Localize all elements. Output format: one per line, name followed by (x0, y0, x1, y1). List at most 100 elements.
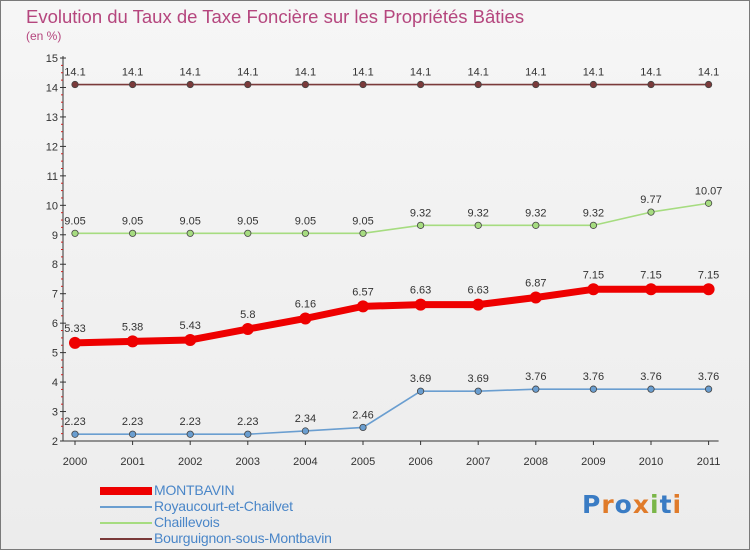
chart-title: Evolution du Taux de Taxe Foncière sur l… (26, 6, 525, 27)
y-tick-label: 4 (52, 377, 58, 389)
y-tick-label: 15 (46, 53, 58, 65)
y-tick-label: 6 (52, 318, 58, 330)
data-point (589, 385, 598, 393)
x-tick-label: 2002 (178, 456, 202, 468)
data-label: 5.33 (64, 323, 85, 335)
data-label: 9.05 (352, 215, 373, 227)
legend-swatch (100, 487, 152, 495)
data-label: 2.34 (295, 413, 316, 425)
legend-label: Chaillevois (154, 514, 220, 530)
data-label: 9.05 (237, 215, 258, 227)
data-label: 5.38 (122, 321, 143, 333)
data-point (589, 221, 598, 229)
logo-letter: o (614, 490, 633, 519)
data-label: 14.1 (525, 67, 546, 79)
data-label: 2.23 (237, 416, 258, 428)
data-label: 6.57 (352, 286, 373, 298)
x-tick-label: 2009 (581, 456, 605, 468)
logo-letter: i (650, 490, 660, 519)
data-point (244, 430, 252, 438)
data-label: 14.1 (583, 67, 604, 79)
data-point (589, 80, 598, 89)
x-tick-label: 2000 (63, 456, 87, 468)
y-tick-label: 9 (52, 230, 58, 242)
data-label: 3.69 (467, 373, 488, 385)
data-point (301, 427, 309, 435)
data-point (241, 323, 254, 336)
y-tick-label: 12 (46, 141, 58, 153)
y-tick-label: 2 (52, 436, 58, 448)
data-label: 5.43 (179, 320, 200, 332)
data-point (357, 300, 369, 313)
data-label: 6.63 (410, 285, 431, 297)
data-point (647, 385, 655, 393)
data-point (472, 298, 485, 311)
data-point (186, 80, 194, 89)
y-tick-label: 14 (46, 82, 58, 94)
data-point (129, 80, 137, 89)
data-label: 9.32 (525, 207, 546, 219)
legend-label: Bourguignon-sous-Montbavin (154, 530, 332, 546)
data-point (129, 430, 137, 438)
data-label: 3.76 (698, 371, 719, 383)
legend-item-royaucourt[interactable]: Royaucourt-et-Chailvet (100, 498, 400, 514)
data-point (529, 291, 542, 304)
data-point (71, 80, 79, 89)
logo-letter: P (582, 490, 602, 519)
data-label: 2.46 (352, 409, 373, 421)
data-point (186, 430, 194, 438)
data-point (704, 80, 713, 89)
data-label: 5.8 (240, 309, 255, 321)
data-label: 7.15 (640, 269, 661, 281)
data-point (474, 387, 482, 395)
data-label: 14.1 (640, 67, 661, 79)
data-label: 14.1 (179, 67, 200, 79)
data-point (359, 423, 367, 432)
data-label: 14.1 (295, 67, 316, 79)
data-label: 9.05 (295, 215, 316, 227)
x-tick-label: 2001 (120, 456, 144, 468)
legend-label: Royaucourt-et-Chailvet (154, 498, 293, 514)
x-tick-label: 2008 (524, 456, 548, 468)
data-label: 2.23 (64, 416, 85, 428)
y-tick-label: 11 (47, 171, 58, 183)
data-point (532, 80, 540, 89)
data-label: 14.1 (122, 67, 143, 79)
series-line-2 (74, 202, 710, 235)
data-label: 7.15 (583, 269, 604, 281)
data-label: 3.76 (583, 371, 604, 383)
data-label: 9.32 (410, 207, 431, 219)
data-point (129, 229, 137, 237)
logo-letter: r (601, 490, 615, 519)
data-point (704, 385, 713, 393)
data-label: 2.23 (122, 416, 143, 428)
data-label: 14.1 (410, 67, 431, 79)
x-tick-label: 2011 (697, 456, 721, 468)
x-tick-label: 2006 (408, 456, 432, 468)
data-label: 7.15 (698, 269, 719, 281)
data-point (301, 80, 309, 89)
data-point (587, 283, 600, 296)
legend-item-bourguignon[interactable]: Bourguignon-sous-Montbavin (100, 530, 400, 546)
y-tick-label: 5 (52, 348, 58, 360)
legend-swatch (100, 506, 152, 508)
data-point (71, 430, 79, 438)
data-label: 14.1 (698, 67, 719, 79)
legend-label: MONTBAVIN (154, 482, 235, 498)
series-line-0 (71, 285, 713, 347)
data-point (532, 385, 540, 393)
data-point (645, 283, 657, 296)
data-point (647, 208, 655, 216)
data-point (359, 229, 367, 237)
proxiti-logo: Proxiti (582, 490, 682, 519)
data-label: 6.87 (525, 278, 546, 290)
y-tick-label: 10 (46, 200, 58, 212)
legend-item-montbavin[interactable]: MONTBAVIN (100, 482, 400, 498)
data-label: 14.1 (64, 67, 85, 79)
y-tick-label: 7 (52, 289, 58, 301)
data-point (359, 80, 367, 89)
legend-item-chaillevois[interactable]: Chaillevois (100, 514, 400, 530)
data-label: 9.32 (583, 207, 604, 219)
data-label: 6.63 (467, 285, 488, 297)
data-label: 9.05 (64, 215, 85, 227)
